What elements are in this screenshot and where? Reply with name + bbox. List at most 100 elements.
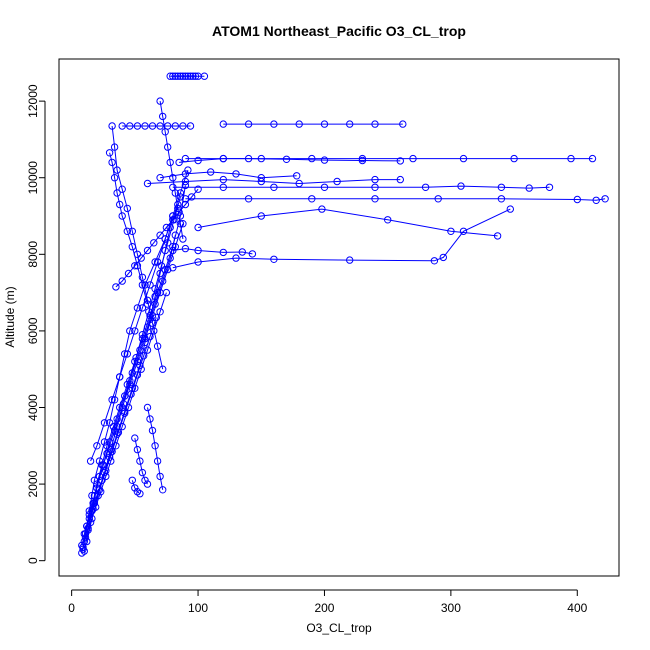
data-point-19-2 — [219, 175, 228, 184]
data-point-12-9 — [179, 235, 187, 243]
data-point-2-14 — [171, 231, 180, 239]
data-point-23-2 — [232, 254, 240, 262]
data-point-23-8 — [506, 205, 514, 213]
data-point-10-0 — [108, 122, 116, 130]
data-point-5-0 — [79, 543, 87, 551]
data-point-8-6 — [131, 327, 139, 335]
data-point-6-13 — [164, 239, 172, 247]
data-point-13-2 — [171, 72, 180, 80]
data-point-5-8 — [127, 390, 135, 398]
data-point-8-0 — [86, 457, 95, 465]
data-point-15-1 — [244, 120, 253, 128]
data-point-14-5 — [156, 122, 164, 130]
data-point-20-0 — [169, 183, 177, 192]
data-point-10-9 — [148, 319, 157, 327]
data-point-7-4 — [103, 449, 111, 458]
data-point-15-0 — [219, 120, 228, 128]
data-point-13-6 — [181, 72, 190, 80]
data-point-18-1 — [181, 170, 190, 178]
data-point-14-1 — [126, 122, 134, 130]
data-point-22-2 — [308, 195, 316, 203]
data-point-26-2 — [136, 457, 144, 465]
data-point-23-0 — [169, 264, 177, 272]
data-point-19-0 — [143, 179, 152, 188]
x-tick-label: 400 — [567, 601, 587, 615]
data-point-21-1 — [257, 212, 265, 220]
data-point-7-3 — [95, 472, 104, 481]
series-line-22 — [185, 198, 606, 201]
data-point-25-2 — [148, 426, 157, 435]
data-point-16-3 — [308, 154, 316, 163]
data-point-9-4 — [116, 200, 124, 209]
data-point-27-3 — [136, 490, 144, 498]
data-point-9-1 — [108, 158, 116, 167]
data-point-16-9 — [588, 154, 597, 163]
data-point-19-5 — [333, 177, 341, 186]
data-point-7-11 — [156, 288, 164, 297]
data-point-13-12 — [200, 72, 209, 80]
data-point-13-1 — [169, 72, 177, 80]
data-point-7-9 — [141, 334, 149, 343]
data-point-10-8 — [143, 296, 152, 304]
data-point-7-8 — [133, 357, 142, 366]
data-point-20-3 — [320, 183, 329, 192]
data-point-1-15 — [169, 243, 177, 251]
data-point-24-5 — [248, 250, 257, 258]
data-point-17-3 — [244, 154, 253, 163]
series-line-26 — [134, 437, 148, 485]
data-point-4-13 — [156, 308, 164, 316]
data-point-20-5 — [421, 183, 430, 192]
data-point-18-4 — [257, 174, 265, 182]
data-point-26-5 — [143, 480, 152, 488]
data-point-0-12 — [126, 327, 134, 335]
series-line-5 — [82, 317, 157, 548]
data-point-0-15 — [151, 258, 159, 266]
data-point-1-6 — [103, 442, 111, 450]
data-point-6-10 — [145, 308, 153, 316]
data-point-22-8 — [601, 195, 609, 203]
data-point-18-5 — [293, 172, 301, 180]
series-line-9 — [109, 152, 148, 305]
data-point-5-11 — [146, 332, 154, 341]
data-point-7-5 — [110, 426, 119, 435]
x-axis-label: O3_CL_trop — [306, 621, 372, 635]
data-point-8-8 — [146, 281, 154, 289]
data-point-0-18 — [176, 189, 185, 197]
data-point-10-11 — [159, 365, 167, 373]
data-point-6-8 — [132, 354, 140, 362]
data-point-9-6 — [123, 227, 132, 236]
data-point-9-5 — [118, 212, 126, 220]
data-point-20-7 — [497, 183, 506, 192]
y-tick-label: 0 — [26, 557, 40, 564]
data-point-21-2 — [318, 205, 326, 213]
data-point-6-4 — [107, 445, 115, 454]
data-point-5-5 — [108, 447, 116, 456]
data-point-21-4 — [447, 227, 455, 236]
series-line-25 — [147, 407, 164, 490]
data-point-18-2 — [207, 168, 215, 176]
data-point-24-1 — [181, 244, 190, 253]
chart-title: ATOM1 Northeast_Pacific O3_CL_trop — [212, 23, 466, 39]
data-point-23-3 — [270, 255, 278, 263]
y-tick-label: 6000 — [26, 317, 40, 344]
data-point-8-9 — [153, 258, 162, 266]
data-point-25-3 — [151, 442, 159, 450]
data-point-6-3 — [100, 468, 109, 477]
data-point-14-2 — [133, 122, 142, 130]
data-point-10-1 — [110, 143, 119, 151]
data-point-11-9 — [169, 216, 177, 224]
data-point-25-6 — [159, 486, 167, 494]
data-point-9-0 — [105, 149, 114, 157]
data-point-10-4 — [123, 204, 132, 213]
data-point-11-11 — [181, 200, 190, 209]
y-tick-label: 4000 — [26, 394, 40, 421]
series-line-4 — [85, 292, 167, 538]
series-line-7 — [83, 223, 184, 535]
data-point-22-7 — [592, 196, 600, 205]
data-point-6-2 — [94, 491, 102, 500]
data-point-15-6 — [371, 120, 379, 128]
y-axis: 0 2000 4000 6000 8000 10000 12000 — [26, 84, 46, 564]
plot-frame — [58, 58, 620, 577]
data-point-5-2 — [89, 505, 97, 513]
x-tick-label: 300 — [441, 601, 461, 615]
